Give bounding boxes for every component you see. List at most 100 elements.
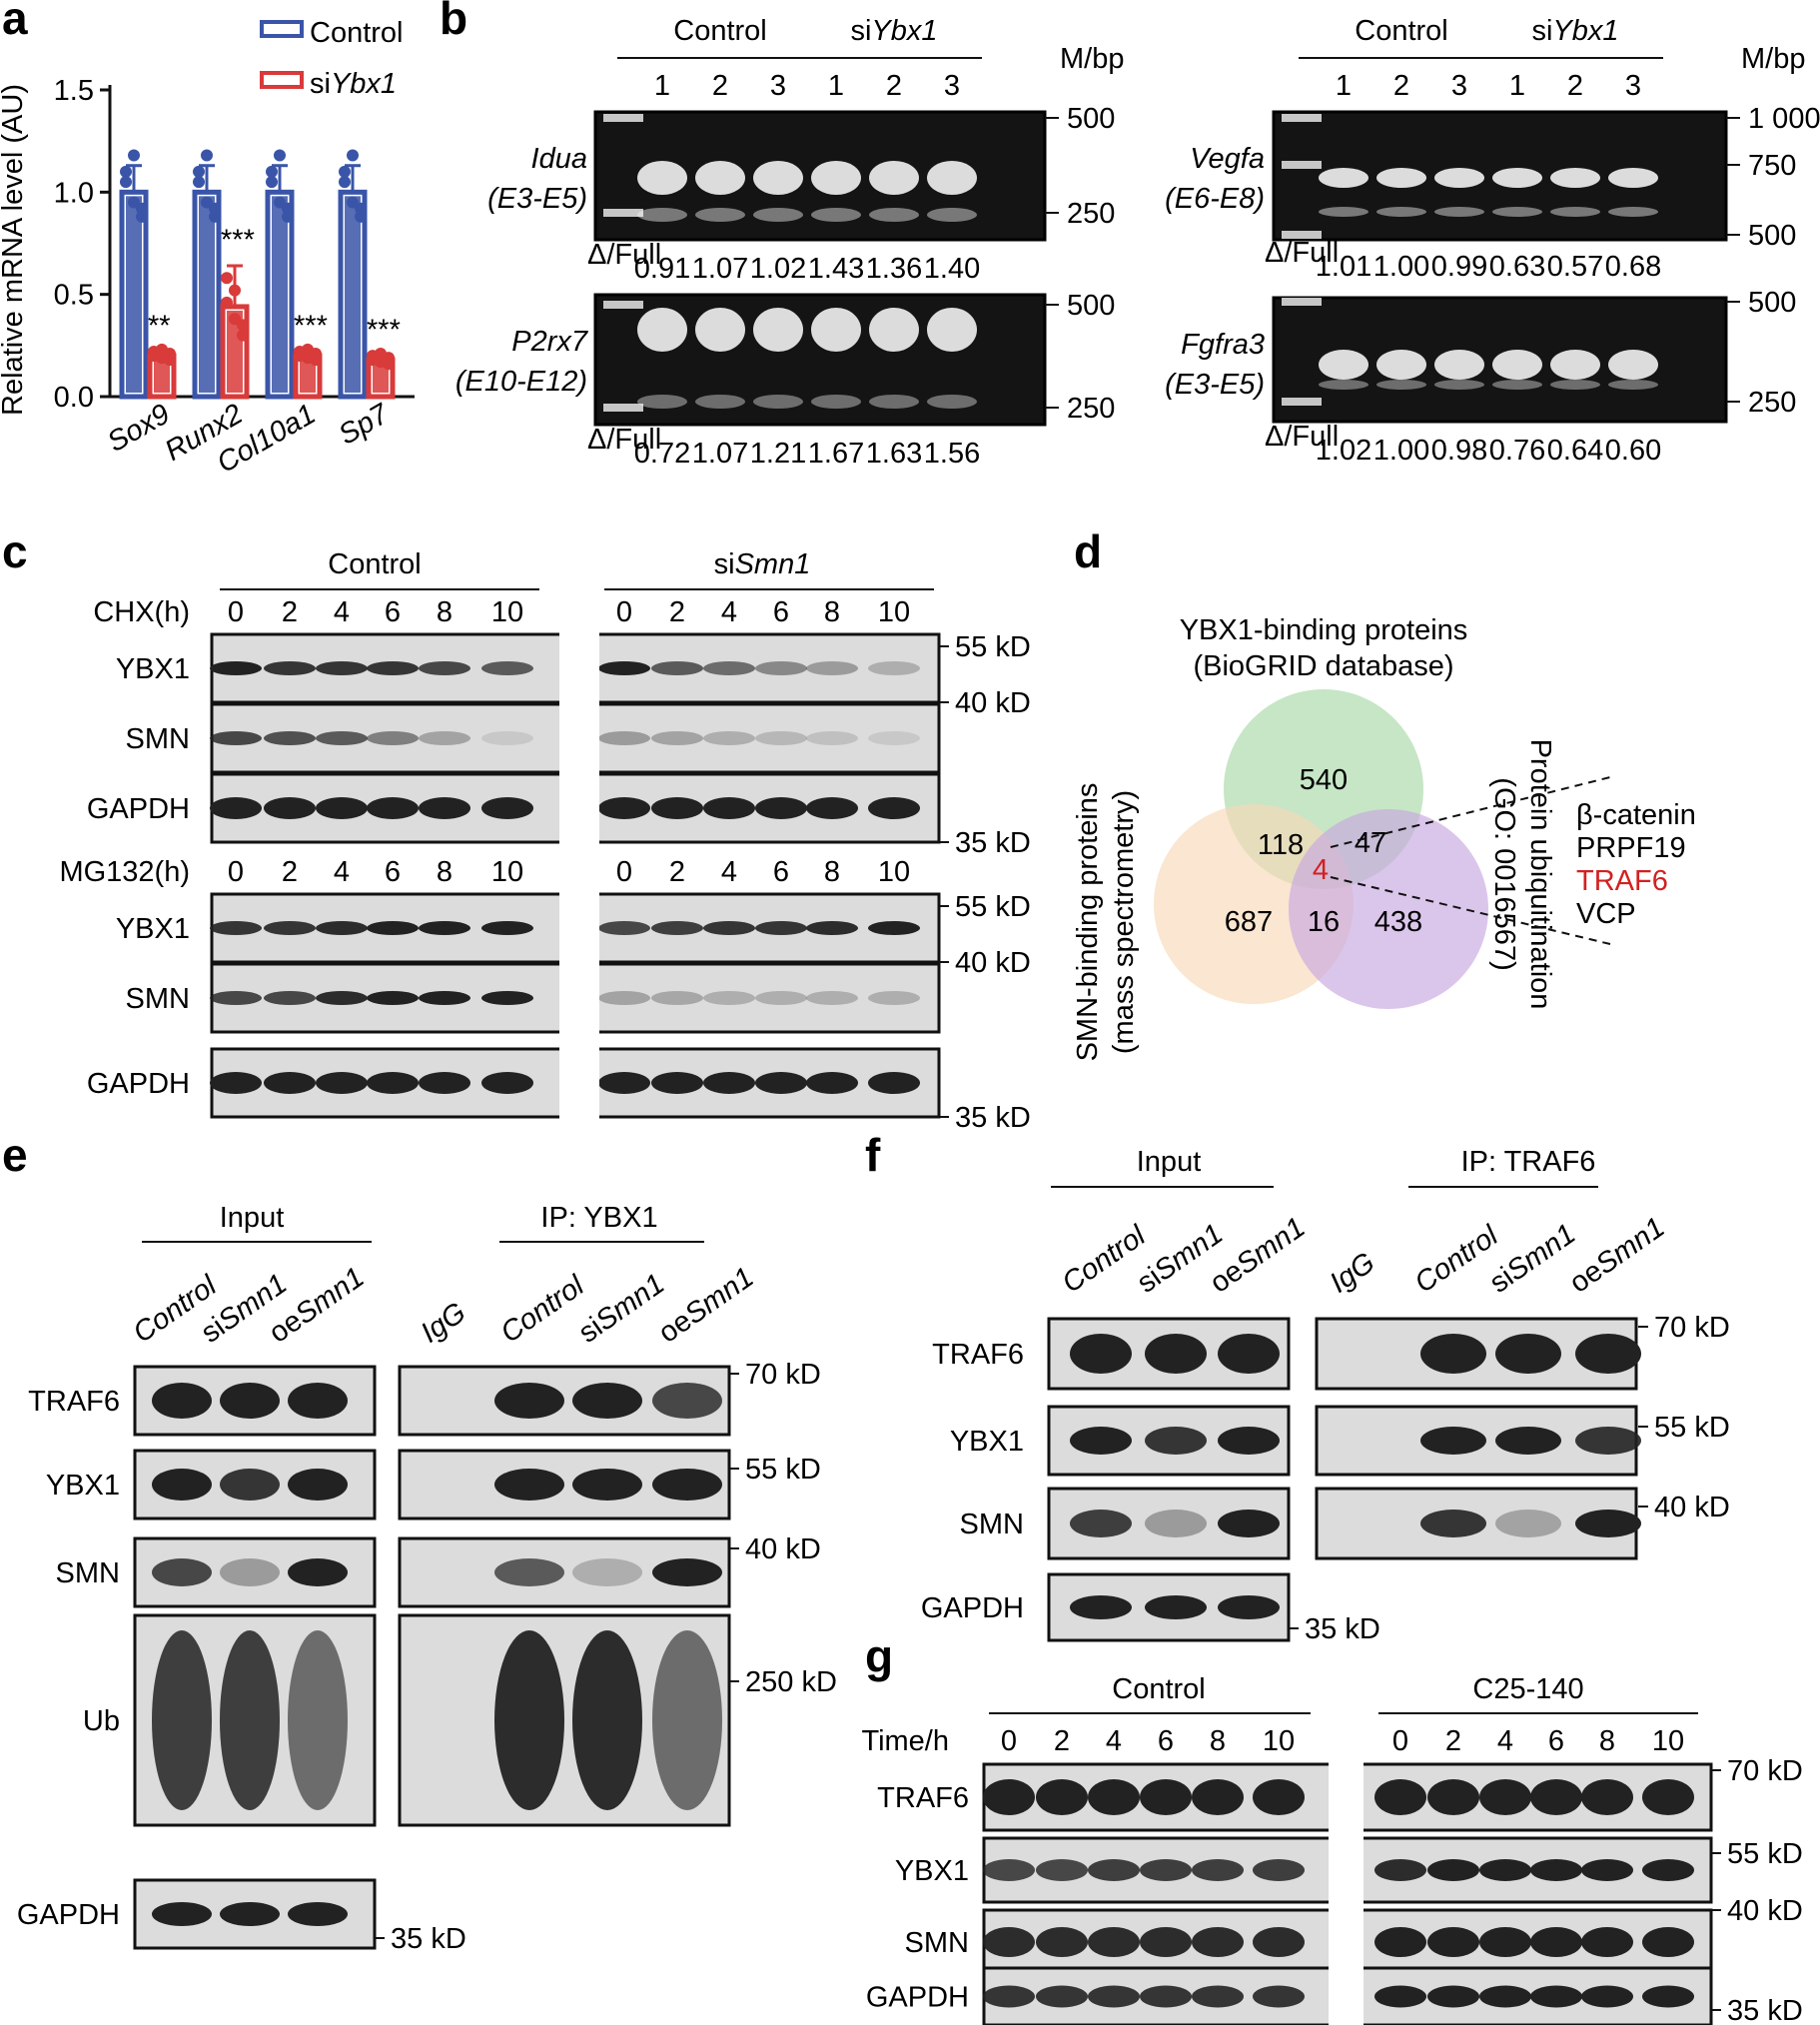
blot-c-SMN-band — [806, 731, 858, 745]
blot-e-ip-lane-gene: IgG — [416, 1297, 472, 1350]
gel-band-Idua — [753, 208, 803, 222]
data-point-Col10a1-0 — [282, 202, 294, 215]
mw-label: 70 kD — [1727, 1755, 1803, 1787]
panel-label-f: f — [865, 1129, 881, 1181]
gel-mbp-label-1: M/bp — [1741, 43, 1805, 75]
blot-c-YBX1-band — [264, 661, 316, 675]
data-point-Sp7-0 — [347, 149, 359, 162]
blot-g-YBX1-band — [1140, 1859, 1192, 1881]
data-point-Col10a1-1 — [310, 354, 322, 367]
blot-c-row-label-GAPDH: GAPDH — [87, 1068, 190, 1100]
blot-f-ip-SMN-band — [1420, 1510, 1486, 1537]
mw-label: 40 kD — [955, 947, 1031, 979]
blot-c-time: 8 — [437, 596, 453, 628]
gel-marker-label: 250 — [1067, 393, 1115, 425]
blot-c-time: 10 — [491, 596, 523, 628]
significance-Col10a1: *** — [294, 311, 328, 343]
blot-f-ip-YBX1-band — [1495, 1427, 1561, 1455]
gel-lane-number: 1 — [654, 70, 670, 102]
gel-band-Idua — [637, 208, 687, 222]
gel-band-P2rx7 — [695, 395, 745, 409]
blot-g-TRAF6-band — [1581, 1779, 1633, 1815]
blot-g-GAPDH-band — [1192, 1985, 1244, 2008]
gel-lane-number: 3 — [1451, 70, 1467, 102]
blot-f-input-YBX1-band — [1218, 1427, 1280, 1455]
gel-ladder-band — [603, 301, 643, 309]
blot-f-ip-lane: oeSmn1 — [1564, 1212, 1671, 1300]
blot-c-YBX1-band — [316, 661, 368, 675]
blot-e-ip-Ub-band — [572, 1630, 642, 1810]
blot-c-YBX1-band — [755, 661, 807, 675]
blot-c-time: 4 — [334, 856, 350, 888]
data-point-Col10a1-0 — [274, 149, 286, 162]
blot-f-ip-TRAF6-band — [1575, 1334, 1641, 1374]
gel-ladder-band — [1282, 114, 1322, 122]
data-point-Sp7-0 — [339, 165, 351, 178]
gel-ratio-value: 1.63 — [866, 438, 922, 470]
gel-band-Idua — [695, 208, 745, 222]
legend-swatch-si — [260, 71, 304, 89]
blot-g-time: 2 — [1445, 1725, 1461, 1757]
blot-g-group-treatment: C25-140 — [1472, 1673, 1583, 1705]
blot-f-row-label-SMN: SMN — [960, 1509, 1024, 1540]
blot-f-ip-lane-gene: IgG — [1325, 1247, 1381, 1300]
blot-c-GAPDH-band — [264, 1072, 316, 1094]
blot-e-input-YBX1-band — [152, 1469, 212, 1501]
data-point-Sp7-0 — [355, 202, 367, 215]
blot-c-YBX1-band — [598, 921, 650, 935]
blot-c-YBX1-band — [703, 921, 755, 935]
gel-lane-number: 2 — [886, 70, 902, 102]
blot-c-SMN-band — [264, 731, 316, 745]
significance-Sox9: ** — [148, 311, 171, 343]
mw-label: 55 kD — [1727, 1838, 1803, 1870]
blot-e-input-SMN-band — [288, 1558, 348, 1586]
venn-right-title-2: (GO: 0016567) — [1488, 777, 1520, 970]
blot-g-YBX1-band — [1192, 1859, 1244, 1881]
blot-e-input-GAPDH-band — [288, 1902, 348, 1926]
blot-c-SMN-band — [598, 991, 650, 1005]
gel-ratio-label: Δ/Full — [1265, 421, 1339, 453]
blot-c-YBX1-band — [598, 661, 650, 675]
blot-g-TRAF6-band — [1374, 1779, 1426, 1815]
gel-ratio-value: 1.67 — [808, 438, 864, 470]
blot-f-input-lane: oeSmn1 — [1205, 1212, 1312, 1300]
gel-band-Idua — [927, 208, 977, 222]
bar-fill-Runx2-0 — [199, 196, 215, 393]
blot-e-input-Ub-band — [288, 1630, 348, 1810]
venn-count-orange-purple: 16 — [1308, 906, 1340, 938]
blot-c-time: 0 — [616, 856, 632, 888]
blot-g-TRAF6-band — [1427, 1779, 1479, 1815]
gel-band-Idua — [695, 161, 745, 195]
blot-f-ip-YBX1-band — [1575, 1427, 1641, 1455]
data-point-Runx2-0 — [209, 202, 221, 215]
blot-f-input-lane-gene: Control — [1057, 1219, 1153, 1300]
gel-band-Vegfa — [1319, 207, 1368, 217]
blot-g-TRAF6-band — [1479, 1779, 1531, 1815]
blot-c-YBX1-band — [651, 921, 703, 935]
blot-f-row-label-TRAF6: TRAF6 — [932, 1339, 1024, 1371]
significance-Sp7: *** — [367, 315, 401, 347]
blot-g-time: 4 — [1106, 1725, 1122, 1757]
panel-label-g: g — [865, 1630, 893, 1682]
gel-exon-Fgfra3: (E3-E5) — [1165, 369, 1265, 401]
blot-g-YBX1-band — [1088, 1859, 1140, 1881]
blot-c-group-control: Control — [328, 548, 422, 580]
blot-g-time: 2 — [1054, 1725, 1070, 1757]
gel-band-P2rx7 — [695, 308, 745, 352]
western-panel-g: Control C25-140 Time/h 0 2 4 6 8 10 0 2 4 6 8 10 TRAF6 Y… — [861, 1673, 1803, 2025]
mw-label: 70 kD — [745, 1359, 821, 1391]
gel-band-Fgfra3 — [1434, 350, 1484, 380]
bar-fill-Col10a1-1 — [300, 360, 316, 393]
blot-g-TRAF6-band — [1140, 1779, 1192, 1815]
blot-e-input-YBX1-band — [220, 1469, 280, 1501]
blot-f-input-YBX1-band — [1070, 1427, 1132, 1455]
gel-lane-number: 1 — [1509, 70, 1525, 102]
gel-lane-number: 3 — [1625, 70, 1641, 102]
gel-ratio-value: 0.72 — [634, 438, 690, 470]
gel-ratio-value: 1.43 — [808, 253, 864, 285]
blot-g-YBX1-band — [1581, 1859, 1633, 1881]
gel-exon-P2rx7: (E10-E12) — [455, 366, 587, 398]
venn-count-green-purple: 47 — [1355, 827, 1386, 859]
gel-band-P2rx7 — [869, 395, 919, 409]
venn-left-title-1: SMN-binding proteins — [1072, 783, 1104, 1062]
